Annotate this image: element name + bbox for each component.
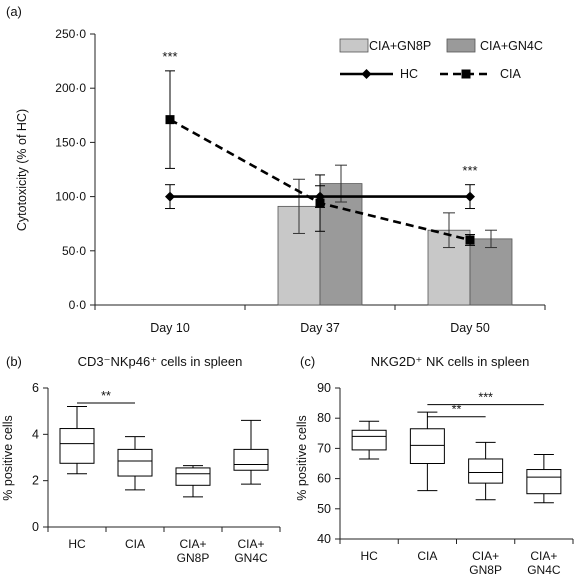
- marker-diamond: [165, 191, 175, 202]
- panel-b-title: CD3⁻NKp46⁺ cells in spleen: [78, 354, 243, 369]
- y-tick-label: 200·0: [55, 81, 86, 95]
- x-tick-label: Day 10: [150, 321, 190, 335]
- panel-b-label: (b): [6, 354, 22, 369]
- panel-a-label: (a): [6, 4, 22, 19]
- x-tick-label: CIA: [417, 549, 437, 563]
- panel-c-title: NKG2D⁺ NK cells in spleen: [371, 354, 530, 369]
- x-tick-label: HC: [68, 537, 86, 551]
- box-iqr: [409, 428, 445, 464]
- significance-marker: **: [101, 389, 111, 403]
- x-tick-label: GN4C: [527, 563, 561, 577]
- legend-label-cia: CIA: [500, 67, 522, 81]
- y-tick-label: 80: [317, 411, 331, 425]
- x-tick-label: GN4C: [234, 551, 268, 565]
- x-tick-label: CIA: [125, 537, 145, 551]
- box-iqr: [233, 448, 269, 471]
- y-tick-label: 250·0: [55, 27, 86, 41]
- significance-marker: **: [452, 403, 462, 417]
- box-iqr: [175, 467, 211, 486]
- panel-c-ylabel: % positive cells: [295, 415, 309, 500]
- y-tick-label: 0: [32, 520, 39, 534]
- legend-swatch-gn8p: [339, 38, 369, 53]
- y-tick-label: 50: [317, 502, 331, 516]
- legend-label-gn4c: CIA+GN4C: [480, 39, 543, 53]
- x-tick-label: GN8P: [177, 551, 210, 565]
- panel-a-chart: 0·0 50·0 100·0 150·0 200·0 250·0 Day 10 Day 37 D…: [55, 27, 546, 335]
- y-tick-label: 90: [317, 381, 331, 395]
- box-iqr: [526, 469, 562, 495]
- y-tick-label: 70: [317, 441, 331, 455]
- y-tick-label: 4: [32, 427, 39, 441]
- x-tick-label: Day 50: [450, 321, 490, 335]
- y-tick-label: 2: [32, 474, 39, 488]
- significance-marker: ***: [162, 49, 177, 64]
- y-tick-label: 0·0: [69, 298, 87, 312]
- y-tick-label: 50·0: [62, 244, 86, 258]
- y-tick-label: 60: [317, 472, 331, 486]
- y-tick-label: 150·0: [55, 135, 86, 149]
- y-tick-label: 40: [317, 532, 331, 546]
- panel-a-ylabel: Cytotoxicity (% of HC): [15, 109, 29, 231]
- legend-marker-hc: [361, 69, 372, 79]
- marker-square: [165, 115, 175, 125]
- panel-c-label: (c): [300, 354, 315, 369]
- x-tick-label: CIA+: [179, 537, 206, 551]
- x-tick-label: CIA+: [237, 537, 264, 551]
- significance-marker: ***: [462, 163, 477, 178]
- significance-marker: ***: [478, 391, 493, 405]
- y-tick-label: 6: [32, 381, 39, 395]
- legend-marker-cia: [461, 69, 471, 79]
- y-tick-label: 100·0: [55, 190, 86, 204]
- panel-b-ylabel: % positive cells: [1, 415, 15, 500]
- box-iqr: [59, 428, 95, 464]
- bar-cia-gn4c: [469, 238, 513, 306]
- x-tick-label: CIA+: [472, 549, 499, 563]
- marker-square: [465, 235, 475, 245]
- legend-label-hc: HC: [400, 67, 418, 81]
- x-tick-label: HC: [360, 549, 378, 563]
- box-iqr: [351, 429, 387, 451]
- x-tick-label: Day 37: [300, 321, 340, 335]
- x-tick-label: CIA+: [530, 549, 557, 563]
- x-tick-label: GN8P: [469, 563, 502, 577]
- box-iqr: [117, 448, 153, 477]
- marker-diamond: [465, 191, 475, 202]
- legend-swatch-gn4c: [446, 38, 476, 53]
- legend-label-gn8p: CIA+GN8P: [369, 39, 431, 53]
- box-iqr: [468, 458, 504, 484]
- marker-square: [315, 198, 325, 208]
